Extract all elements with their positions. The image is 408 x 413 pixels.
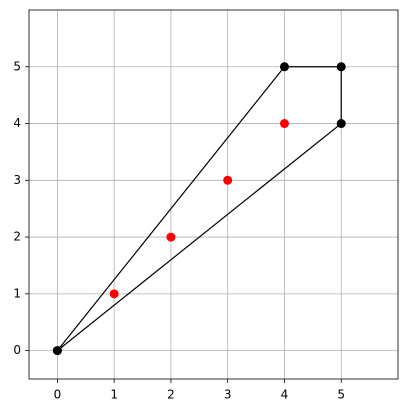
point xyxy=(223,175,233,185)
y-tick-label: 5 xyxy=(13,59,21,73)
y-tick-label: 1 xyxy=(13,286,21,300)
x-tick-label: 5 xyxy=(337,388,345,402)
y-tick-label: 4 xyxy=(13,116,21,130)
point xyxy=(336,119,346,129)
point xyxy=(166,232,176,242)
x-tick-label: 2 xyxy=(167,388,175,402)
point xyxy=(279,62,289,72)
plot-frame xyxy=(28,9,399,380)
point xyxy=(109,289,119,299)
point xyxy=(52,346,62,356)
x-tick-label: 4 xyxy=(281,388,289,402)
point xyxy=(336,62,346,72)
x-tick-label: 0 xyxy=(54,388,62,402)
point xyxy=(279,119,289,129)
x-tick-label: 3 xyxy=(224,388,232,402)
y-tick-label: 2 xyxy=(13,230,21,244)
x-tick-label: 1 xyxy=(110,388,118,402)
y-tick-label: 3 xyxy=(13,173,21,187)
y-tick-label: 0 xyxy=(13,343,21,357)
